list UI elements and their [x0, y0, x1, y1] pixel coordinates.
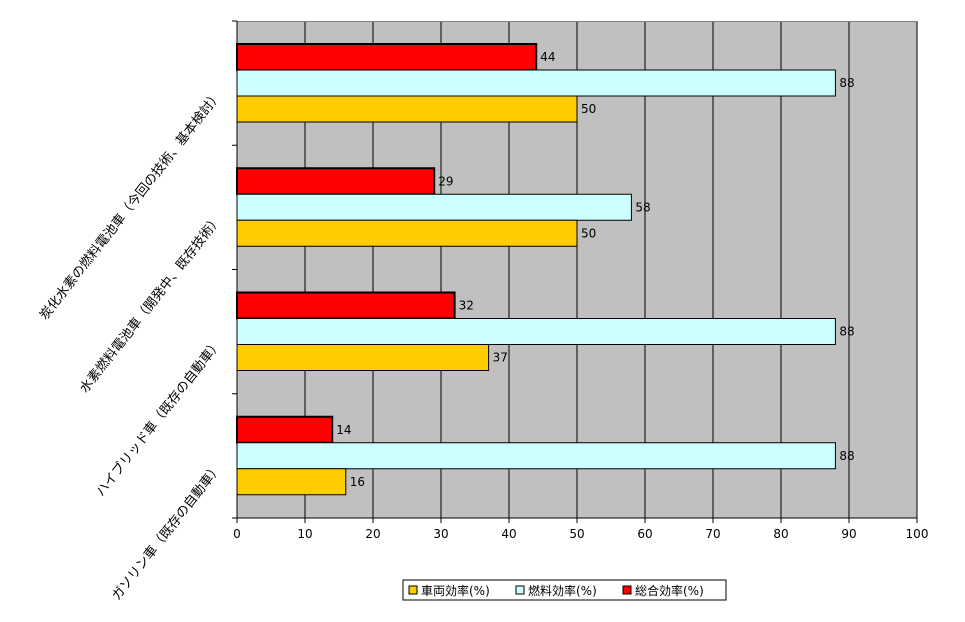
data-label: 50: [581, 102, 596, 116]
bar: [236, 415, 334, 444]
bar: [236, 43, 538, 71]
bar: [236, 291, 456, 320]
legend: 車両効率(%) 燃料効率(%) 総合効率(%): [402, 579, 727, 601]
x-tick-label: 80: [773, 527, 788, 541]
x-tick-label: 100: [906, 527, 929, 541]
x-tick-label: 60: [637, 527, 652, 541]
legend-swatch: [622, 585, 632, 595]
legend-label: 総合効率(%): [635, 583, 704, 598]
data-label: 88: [839, 449, 854, 463]
data-label: 32: [459, 299, 474, 313]
x-tick-label: 50: [569, 527, 584, 541]
legend-label: 燃料効率(%): [528, 583, 597, 598]
category-label: ガソリン車（既存の自動車）: [109, 461, 225, 603]
legend-swatch: [515, 585, 525, 595]
bar: [236, 318, 836, 345]
bar: [236, 468, 347, 496]
axes: [232, 20, 918, 523]
data-label: 37: [493, 351, 508, 365]
data-label: 29: [438, 174, 453, 188]
bar: [236, 219, 578, 247]
bars: [236, 43, 836, 496]
data-label: 44: [540, 50, 555, 64]
data-label: 88: [839, 76, 854, 90]
x-tick-label: 20: [365, 527, 380, 541]
x-tick-label: 40: [501, 527, 516, 541]
data-label: 16: [350, 475, 365, 489]
bar: [236, 95, 578, 123]
legend-label: 車両効率(%): [421, 583, 490, 598]
data-label: 88: [839, 325, 854, 339]
bar: [236, 69, 836, 97]
x-tick-label: 30: [433, 527, 448, 541]
x-tick-label: 10: [297, 527, 312, 541]
x-tick-label: 70: [705, 527, 720, 541]
x-tick-label: 90: [841, 527, 856, 541]
x-tick-label: 0: [233, 527, 241, 541]
data-label: 14: [336, 423, 351, 437]
legend-swatch: [408, 585, 418, 595]
category-label: 炭化水素の燃料電池車（今回の技術、基本検討）: [36, 88, 225, 323]
data-label: 58: [635, 200, 650, 214]
legend-box: [402, 579, 727, 601]
bar: [236, 193, 632, 221]
bar: [236, 167, 436, 196]
bar: [236, 344, 490, 371]
bar: [236, 442, 836, 470]
data-label: 50: [581, 226, 596, 240]
